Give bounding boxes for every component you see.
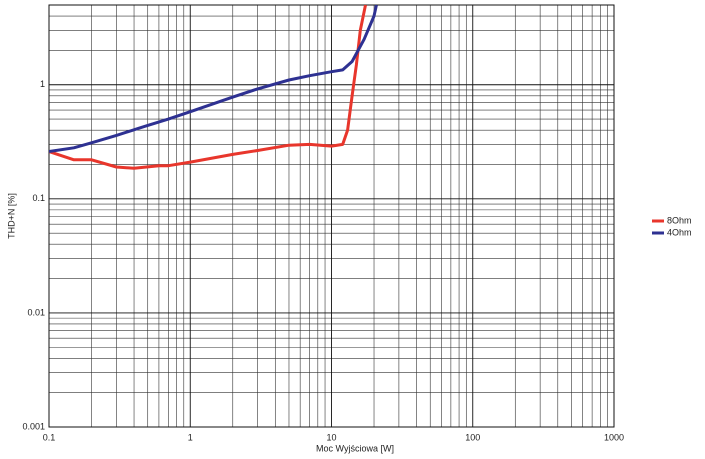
x-tick-label: 10: [326, 432, 336, 442]
y-axis-label: THD+N [%]: [6, 193, 16, 239]
x-tick-label: 100: [465, 432, 480, 442]
line: [49, 5, 378, 153]
x-tick-label: 1: [188, 432, 193, 442]
y-tick-label: 1: [40, 79, 45, 89]
y-tick-label: 0.1: [32, 193, 45, 203]
x-axis-label: Moc Wyjściowa [W]: [316, 443, 394, 453]
y-tick-label: 0.001: [22, 421, 45, 431]
plot-area: [49, 5, 378, 170]
x-tick-label: 1000: [604, 432, 624, 442]
line: [49, 5, 367, 170]
legend-label: 4Ohm: [667, 227, 692, 237]
x-tick-label: 0.1: [43, 432, 56, 442]
legend-label: 8Ohm: [667, 215, 692, 225]
plot-border: [48, 4, 615, 428]
y-tick-label: 0.01: [27, 307, 45, 317]
